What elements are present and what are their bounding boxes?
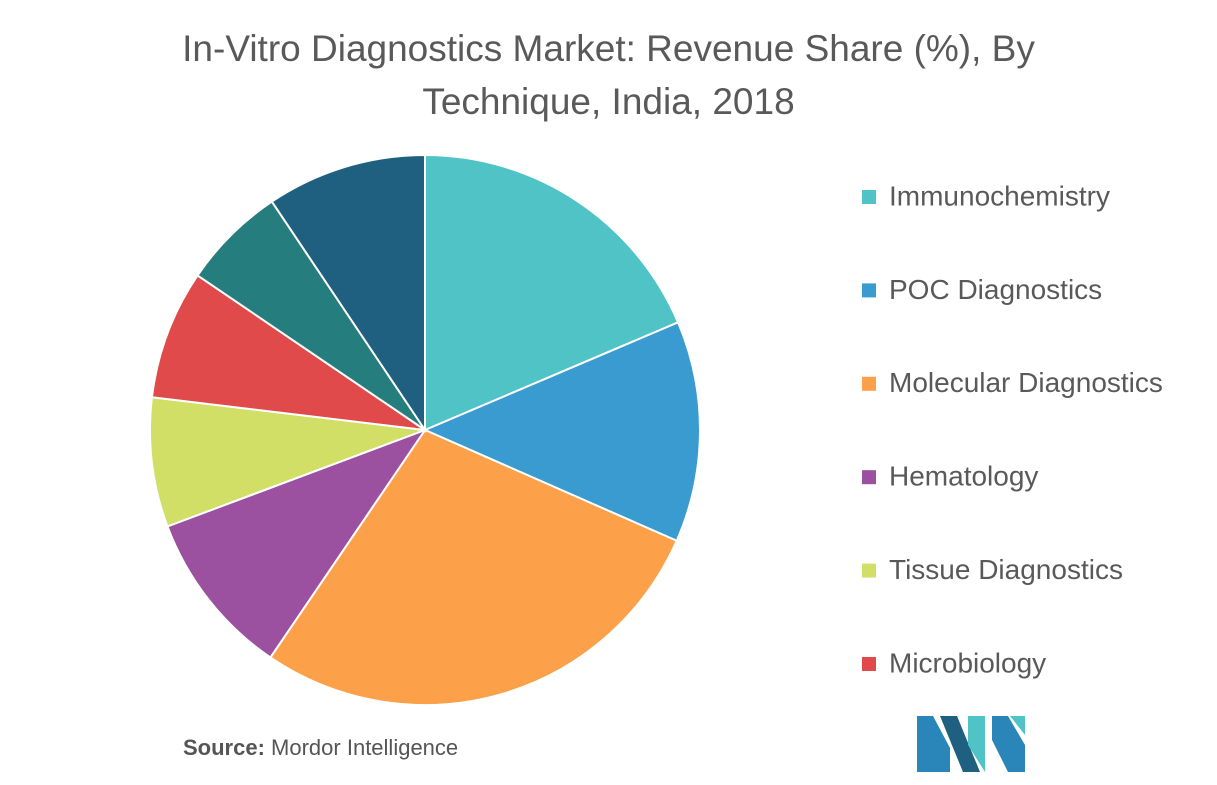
pie-slice [149,396,426,528]
logo-shape [1010,716,1025,735]
legend-label: Microbiology [889,647,1046,678]
legend-label: Molecular Diagnostics [889,367,1163,398]
legend-label: Immunochemistry [889,180,1110,211]
legend-label: POC Diagnostics [889,274,1102,305]
pie-slice [166,427,428,659]
source-text: Mordor Intelligence [271,735,459,760]
legend-swatch [862,376,876,391]
logo-shape [940,716,980,772]
pie-slice [269,428,679,706]
legend-swatch [862,190,876,204]
legend-swatch [862,657,876,671]
pie-slice [422,321,701,543]
pie-slice [270,153,426,434]
legend-label: Hematology [889,461,1038,492]
logo [917,716,1025,772]
logo-shape [968,716,985,772]
chart-title: In-Vitro Diagnostics Market: Revenue Sha… [182,28,1035,122]
pie-slice [150,274,426,431]
logo-shape [917,716,950,772]
legend-swatch [862,470,876,485]
legend-label: Tissue Diagnostics [889,554,1123,585]
logo-shape [992,716,1025,772]
legend-swatch [862,563,876,578]
legend-swatch [862,283,876,298]
source-label: Source: [183,735,265,760]
source: Source: Mordor Intelligence [183,735,458,761]
pie-slice [424,153,680,432]
